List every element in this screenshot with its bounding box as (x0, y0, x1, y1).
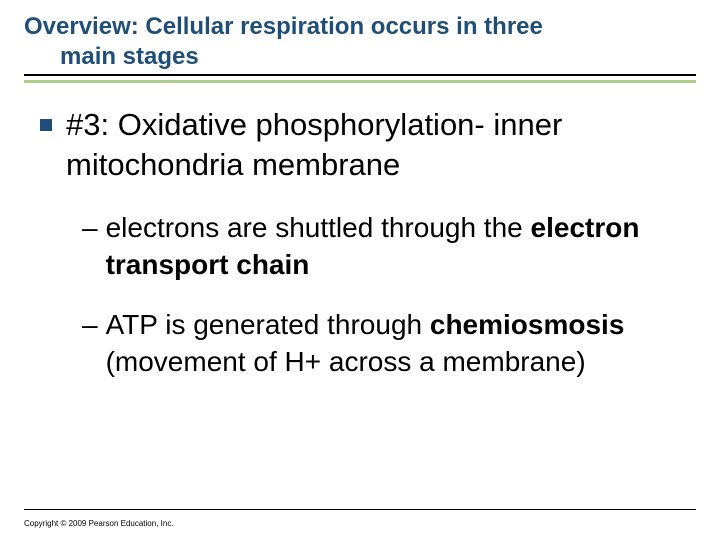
level2b-bold: chemiosmosis (430, 309, 625, 340)
dash-bullet-icon: – (82, 307, 98, 343)
bullet-level2-a: – electrons are shuttled through the ele… (82, 210, 696, 283)
dash-bullet-icon: – (82, 210, 98, 246)
level2b-pre: ATP is generated through (106, 309, 430, 340)
bullet-level2-a-text: electrons are shuttled through the elect… (106, 210, 696, 283)
level2a-pre: electrons are shuttled through the (106, 212, 531, 243)
level2b-post: (movement of H+ across a membrane) (106, 346, 586, 377)
slide-title-line2: main stages (24, 42, 696, 72)
bullet-level1-text: #3: Oxidative phosphorylation- inner mit… (66, 105, 696, 184)
bullet-level2-b: – ATP is generated through chemiosmosis … (82, 307, 696, 380)
slide-title-block: Overview: Cellular respiration occurs in… (24, 12, 696, 76)
footer-divider (24, 509, 696, 510)
bullet-level1: #3: Oxidative phosphorylation- inner mit… (40, 105, 696, 184)
accent-underline (24, 80, 696, 83)
square-bullet-icon (40, 119, 52, 131)
copyright-text: Copyright © 2009 Pearson Education, Inc. (24, 519, 174, 528)
bullet-level2-b-text: ATP is generated through chemiosmosis (m… (106, 307, 696, 380)
slide-title-line1: Overview: Cellular respiration occurs in… (24, 12, 696, 42)
